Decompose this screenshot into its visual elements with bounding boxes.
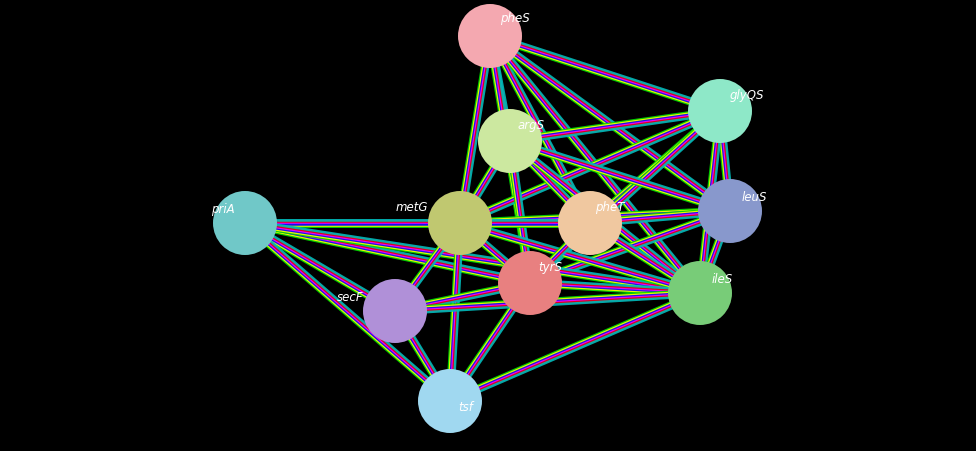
Text: priA: priA	[212, 202, 235, 216]
Circle shape	[688, 80, 752, 144]
Text: secF: secF	[337, 290, 363, 304]
Circle shape	[558, 192, 622, 255]
Circle shape	[213, 192, 277, 255]
Text: metG: metG	[395, 201, 428, 213]
Text: argS: argS	[518, 119, 546, 132]
Circle shape	[668, 262, 732, 325]
Circle shape	[428, 192, 492, 255]
Text: ileS: ileS	[712, 272, 733, 285]
Text: pheT: pheT	[595, 201, 625, 213]
Text: tyrS: tyrS	[538, 260, 562, 273]
Circle shape	[418, 369, 482, 433]
Circle shape	[363, 279, 427, 343]
Circle shape	[478, 110, 542, 174]
Text: leuS: leuS	[742, 191, 767, 203]
Text: pheS: pheS	[500, 12, 530, 25]
Text: tsf: tsf	[458, 400, 473, 413]
Circle shape	[458, 5, 522, 69]
Circle shape	[498, 252, 562, 315]
Text: glyQS: glyQS	[730, 89, 764, 102]
Circle shape	[698, 179, 762, 244]
